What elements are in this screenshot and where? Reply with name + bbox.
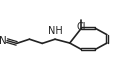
Text: N: N <box>0 36 6 46</box>
Text: NH: NH <box>48 26 62 36</box>
Text: Cl: Cl <box>77 22 86 32</box>
